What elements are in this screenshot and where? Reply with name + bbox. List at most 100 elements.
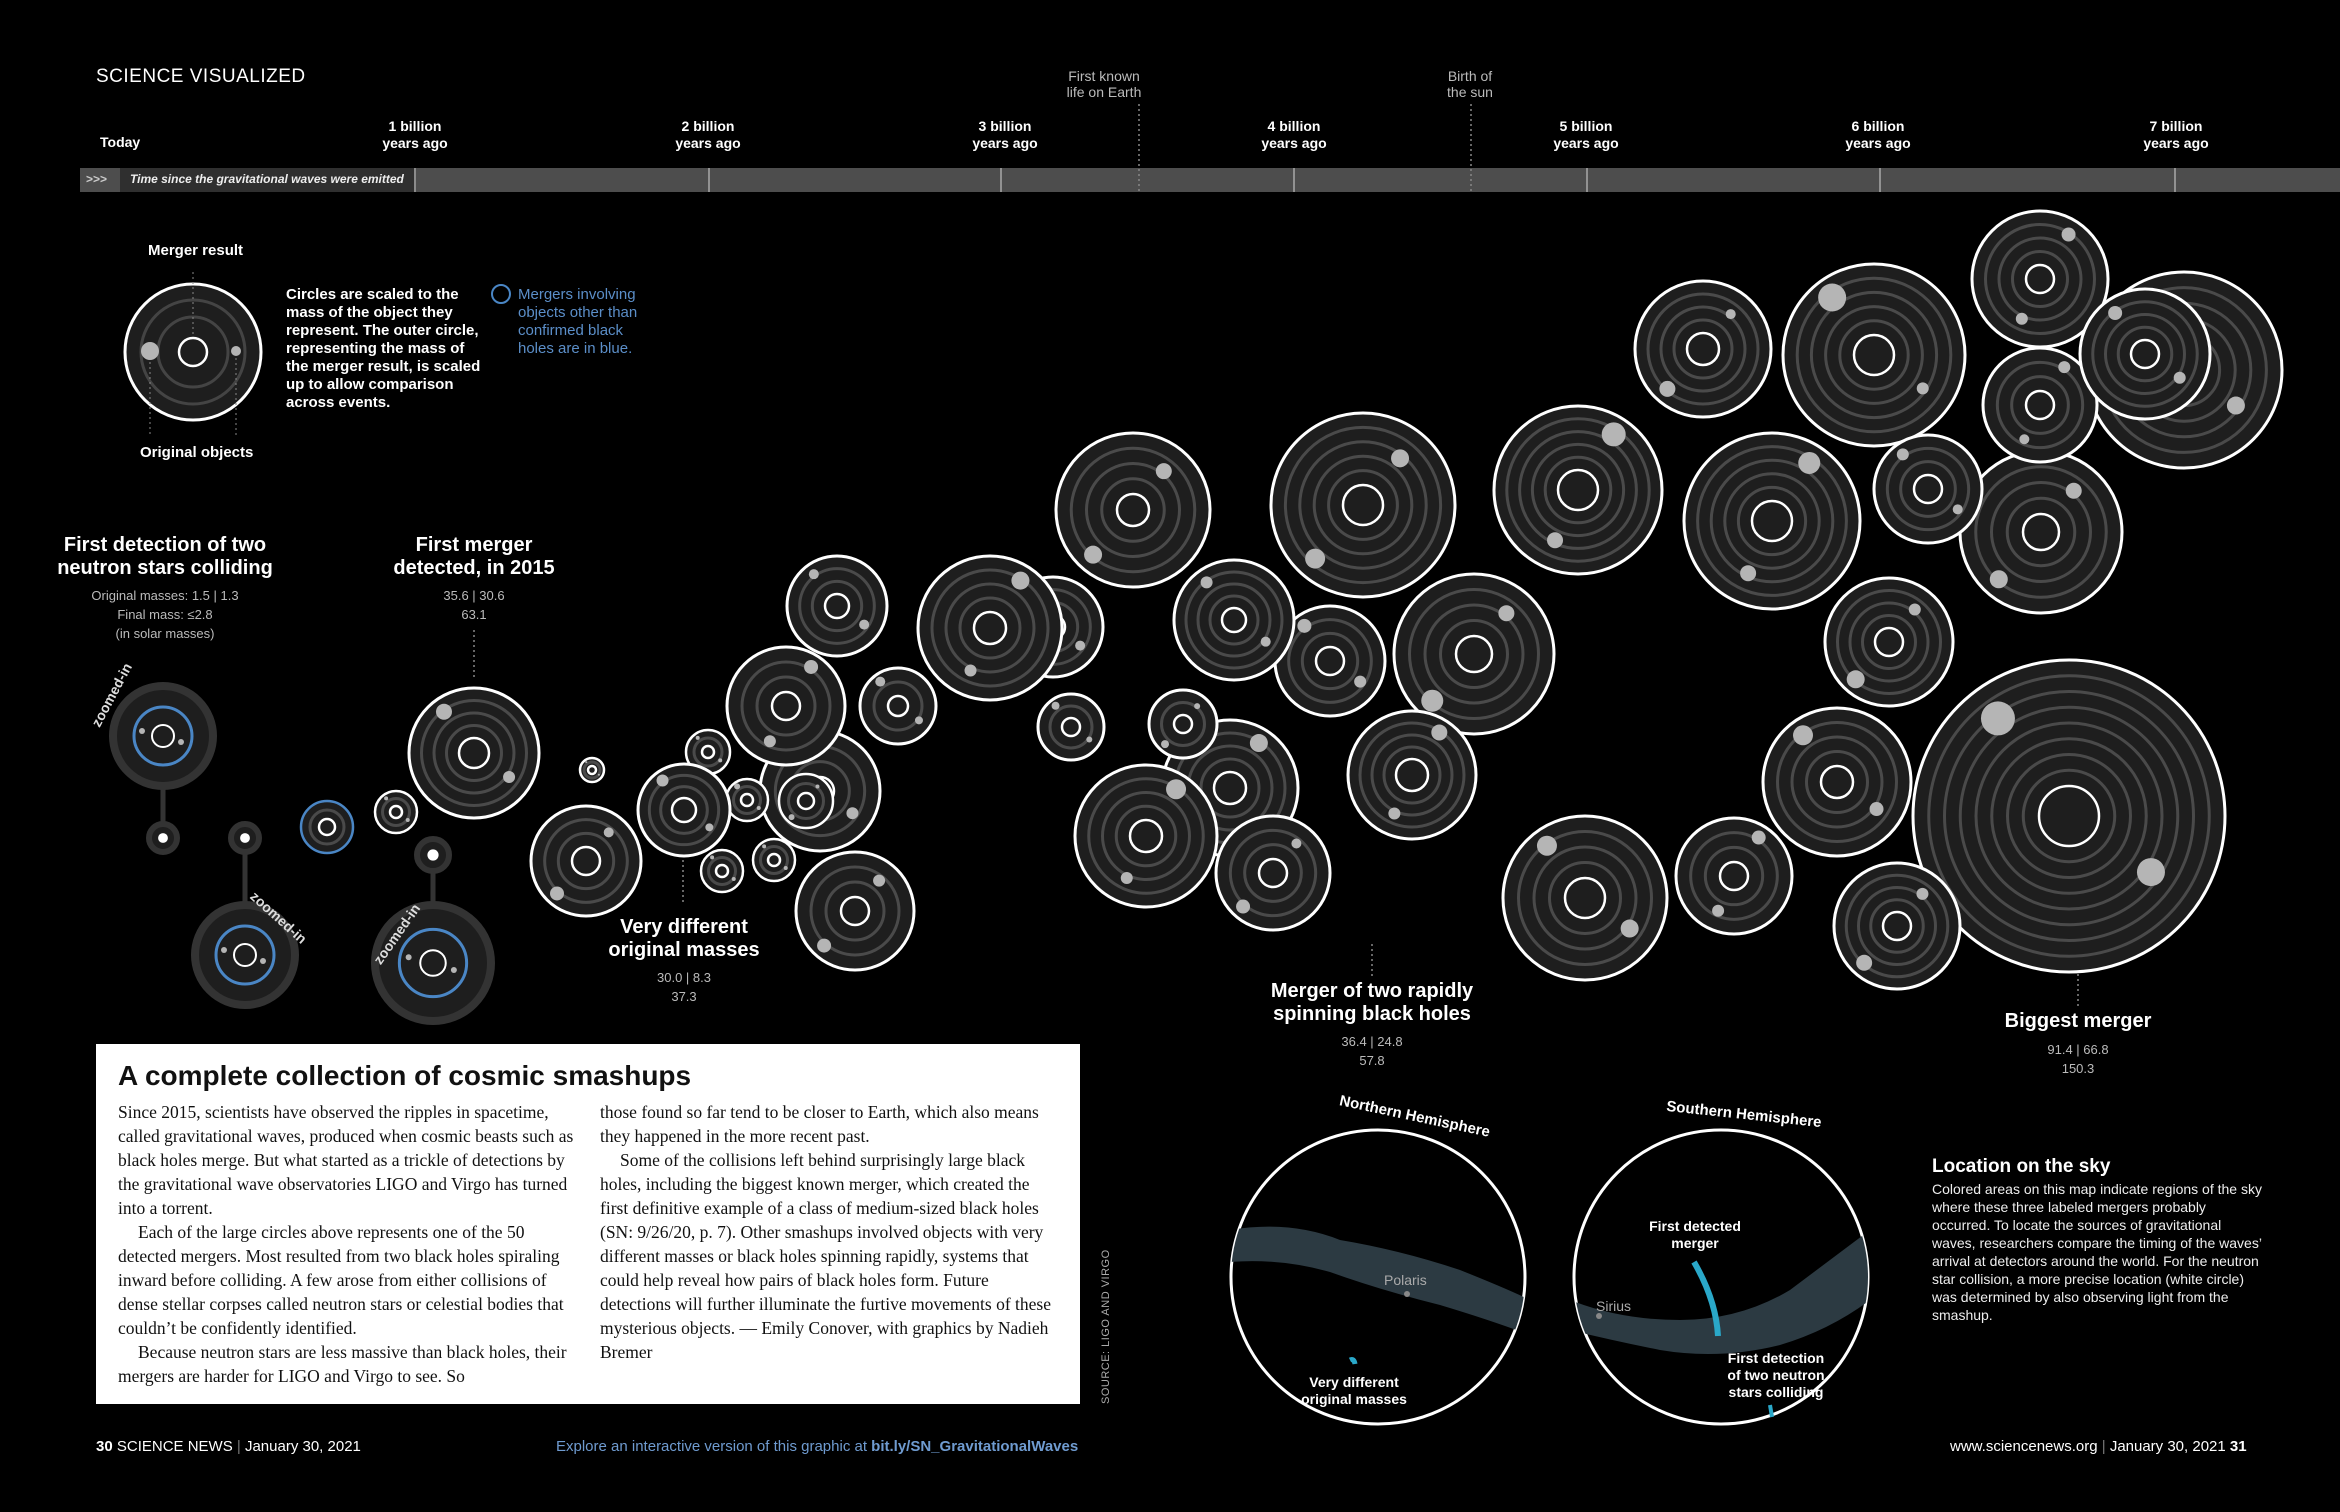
- timeline-tick-2: 2 billion years ago: [675, 118, 741, 151]
- footer-page-left: 30: [96, 1438, 113, 1455]
- timeline-event-life: First known life on Earth: [1066, 68, 1142, 100]
- legend-original-objects: Original objects: [140, 444, 254, 461]
- merger-bubble: [1269, 411, 1457, 599]
- article-paragraph: Because neutron stars are less massive t…: [118, 1342, 567, 1386]
- merger-bubble: [916, 554, 1064, 702]
- merger-bubble: [1674, 816, 1794, 936]
- blue-legend-icon: [491, 284, 511, 304]
- footer-date-right: January 30, 2021: [2109, 1438, 2226, 1455]
- merger-bubble: [1392, 572, 1556, 736]
- annotation-first-merger-title: First merger detected, in 2015: [393, 534, 555, 579]
- merger-bubble: [1073, 763, 1219, 909]
- article-paragraph: Each of the large circles above represen…: [118, 1222, 564, 1338]
- merger-bubble: [2078, 287, 2212, 421]
- article-paragraph: Some of the collisions left behind surpr…: [600, 1150, 1051, 1362]
- polaris-label: Polaris: [1384, 1272, 1427, 1288]
- annotation-neutron-title: First detection of two neutron stars col…: [57, 534, 273, 579]
- timeline-tick-1: 1 billion years ago: [382, 118, 448, 151]
- annotation-biggest-title: Biggest merger: [2004, 1010, 2152, 1032]
- merger-bubble: [794, 850, 916, 972]
- legend-merger-result: Merger result: [148, 242, 244, 259]
- merger-bubble: [1682, 431, 1862, 611]
- merger-bubble: [636, 762, 732, 858]
- footer-center: Explore an interactive version of this g…: [556, 1438, 1078, 1455]
- article-col-2: those found so far tend to be closer to …: [600, 1100, 1058, 1388]
- merger-bubble: [529, 804, 643, 918]
- merger-bubble: [1346, 709, 1478, 841]
- timeline-tick-3: 3 billion years ago: [972, 118, 1038, 151]
- footer-explore-text: Explore an interactive version of this g…: [556, 1438, 872, 1455]
- footer-site: www.sciencenews.org: [1950, 1438, 2098, 1455]
- timeline-tick-7: 7 billion years ago: [2143, 118, 2209, 151]
- timeline-arrows: >>>: [86, 172, 108, 186]
- merger-bubble: [785, 554, 889, 658]
- timeline-tick-4: 4 billion years ago: [1261, 118, 1327, 151]
- annotation-neutron-sub: Original masses: 1.5 | 1.3 Final mass: ≤…: [91, 588, 239, 641]
- source-note: SOURCE: LIGO AND VIRGO: [1100, 1249, 1112, 1404]
- section-title: SCIENCE VISUALIZED: [96, 66, 306, 87]
- map-label-neutron: First detection of two neutron stars col…: [1727, 1350, 1825, 1400]
- merger-bubble: [1036, 692, 1106, 762]
- merger-bubble: [1172, 558, 1296, 682]
- merger-bubble: [1981, 346, 2099, 464]
- small-merger-dot: [228, 821, 262, 855]
- merger-bubble: [299, 799, 355, 855]
- sky-map-south: [1572, 1128, 1870, 1426]
- merger-bubble: [1501, 814, 1669, 982]
- article-title: A complete collection of cosmic smashups: [118, 1060, 692, 1091]
- merger-bubble: [1054, 431, 1212, 589]
- annotation-biggest-sub: 91.4 | 66.8 150.3: [2047, 1042, 2109, 1076]
- zoomed-bubble: [371, 901, 495, 1025]
- merger-bubble: [1911, 658, 2227, 974]
- merger-bubble: [1492, 404, 1664, 576]
- merger-bubble: [1958, 449, 2124, 615]
- article-paragraph: Since 2015, scientists have observed the…: [118, 1102, 574, 1218]
- merger-bubble: [751, 837, 797, 883]
- legend-blue-text: Mergers involving objects other than con…: [518, 286, 638, 357]
- merger-bubble: [1147, 688, 1219, 760]
- merger-bubble: [1214, 814, 1332, 932]
- article-col-1: Since 2015, scientists have observed the…: [118, 1100, 576, 1388]
- footer-date-left: January 30, 2021: [244, 1438, 361, 1455]
- merger-bubble: [858, 666, 938, 746]
- merger-bubble: [578, 756, 606, 784]
- sirius-label: Sirius: [1596, 1298, 1632, 1314]
- merger-bubble: [1781, 262, 1967, 448]
- merger-bubble: [684, 728, 732, 776]
- sky-title: Location on the sky: [1932, 1156, 2111, 1177]
- map-label-first-merger: First detected merger: [1649, 1218, 1741, 1251]
- small-merger-dot: [414, 836, 452, 874]
- timeline-today: Today: [100, 134, 141, 150]
- zoomed-bubble: [109, 682, 217, 790]
- merger-bubble: [777, 772, 835, 830]
- merger-bubble: [725, 645, 847, 767]
- footer-left: 30 SCIENCE NEWS | January 30, 2021: [96, 1438, 361, 1455]
- timeline-caption: Time since the gravitational waves were …: [130, 172, 404, 186]
- timeline-tick-6: 6 billion years ago: [1845, 118, 1911, 151]
- timeline-bar-fill: [120, 168, 416, 192]
- legend-scaling-text: Circles are scaled to the mass of the ob…: [286, 286, 481, 411]
- sky-map-north: [1229, 1128, 1527, 1426]
- annotation-first-merger-sub: 35.6 | 30.6 63.1: [443, 588, 505, 622]
- footer-right: www.sciencenews.org | January 30, 2021 3…: [1950, 1438, 2247, 1455]
- merger-bubble: [1633, 279, 1773, 419]
- merger-bubble: [407, 686, 541, 820]
- legend-circle: [123, 272, 263, 436]
- footer-magazine: SCIENCE NEWS: [116, 1438, 233, 1455]
- sky-text: Colored areas on this map indicate regio…: [1932, 1181, 2262, 1323]
- footer-page-right: 31: [2229, 1438, 2247, 1455]
- article-box: A complete collection of cosmic smashups…: [96, 1044, 1080, 1404]
- timeline-bar: [80, 168, 2340, 192]
- annotation-spinning-title: Merger of two rapidly spinning black hol…: [1270, 980, 1474, 1025]
- small-merger-dot: [146, 821, 180, 855]
- annotation-spinning-sub: 36.4 | 24.8 57.8: [1341, 1034, 1403, 1068]
- map-label-different: Very different original masses: [1301, 1374, 1407, 1407]
- footer-link[interactable]: bit.ly/SN_GravitationalWaves: [871, 1438, 1079, 1455]
- merger-bubble: [1823, 576, 1955, 708]
- merger-bubble: [373, 789, 419, 835]
- timeline-event-sun: Birth of the sun: [1447, 68, 1493, 100]
- merger-bubble: [1832, 861, 1962, 991]
- timeline-tick-5: 5 billion years ago: [1553, 118, 1619, 151]
- article-paragraph: those found so far tend to be closer to …: [600, 1102, 1039, 1146]
